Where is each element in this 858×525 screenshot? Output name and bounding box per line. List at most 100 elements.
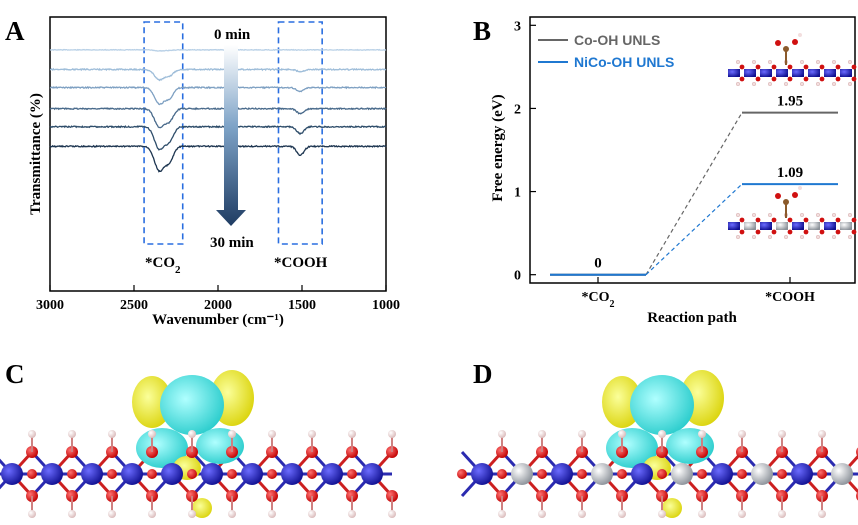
oxygen-atom: [267, 469, 277, 479]
y-tick-label-b: 2: [514, 102, 521, 117]
hydrogen-atom: [832, 60, 837, 65]
oxygen-atom: [851, 64, 857, 70]
plot-frame-b: [529, 16, 856, 284]
y-axis-ticks-b: 0 1 2 3: [514, 19, 536, 284]
charge-accumulation: [192, 498, 212, 518]
hydrogen-atom: [498, 430, 506, 438]
hydrogen-atom: [68, 430, 76, 438]
y-tick-label-b: 1: [514, 186, 521, 201]
hydrogen-atom: [832, 212, 837, 217]
hydrogen-atom: [228, 430, 236, 438]
panel-label-d: D: [473, 359, 493, 389]
charge-depletion: [606, 428, 658, 468]
oxygen-atom: [792, 192, 798, 198]
nico-oh-slab-model: [728, 186, 857, 239]
hydrogen-atom: [618, 430, 626, 438]
oxygen-atom: [777, 469, 787, 479]
hydrogen-atom: [538, 430, 546, 438]
oxygen-atom: [775, 40, 781, 46]
hydrogen-atom: [848, 81, 853, 86]
metal-atom: [808, 222, 820, 230]
oxygen-atom: [739, 64, 745, 70]
oxygen-atom: [307, 469, 317, 479]
charge-accumulation: [662, 498, 682, 518]
oxygen-atom: [67, 469, 77, 479]
oxygen-atom: [697, 469, 707, 479]
oxygen-atom: [787, 64, 793, 70]
hydrogen-atom: [228, 510, 236, 518]
hydrogen-atom: [752, 234, 757, 239]
spectrum-line: [49, 125, 387, 151]
hydrogen-atom: [698, 430, 706, 438]
oxygen-atom: [739, 76, 745, 82]
cobalt-atom: [631, 463, 653, 485]
time-arrow: [216, 45, 246, 226]
carbon-atom: [783, 46, 789, 52]
hydrogen-atom: [848, 234, 853, 239]
cobalt-atom: [241, 463, 263, 485]
metal-atom: [824, 69, 836, 77]
metal-atom: [808, 69, 820, 77]
x-axis-ticks-a: 3000 2500 2000 1500 1000: [36, 285, 400, 313]
y-tick-label-b: 0: [514, 269, 521, 284]
oxygen-atom: [819, 229, 825, 235]
oxygen-atom: [739, 229, 745, 235]
nickel-atom: [831, 463, 853, 485]
x-axis-title-a: Wavenumber (cm⁻¹): [152, 312, 284, 328]
hydrogen-atom: [578, 510, 586, 518]
oxygen-atom: [187, 469, 197, 479]
energy-value-label: 1.95: [777, 94, 803, 110]
oxygen-atom: [819, 64, 825, 70]
oxygen-atom: [457, 469, 467, 479]
hydrogen-atom: [784, 234, 789, 239]
panel-label-c: C: [5, 359, 25, 389]
oxygen-atom: [835, 76, 841, 82]
hydrogen-atom: [68, 510, 76, 518]
oxygen-atom: [771, 64, 777, 70]
charge-density-d: [457, 370, 858, 518]
connector-line: [645, 183, 743, 276]
spectrum-line: [49, 85, 387, 106]
metal-atom: [744, 222, 756, 230]
oxygen-atom: [27, 469, 37, 479]
metal-atom: [760, 69, 772, 77]
oxygen-atom: [803, 64, 809, 70]
charge-depletion: [630, 375, 694, 435]
x-tick-label-a: 2000: [204, 298, 232, 313]
hydrogen-atom: [658, 430, 666, 438]
hydrogen-atom: [736, 234, 741, 239]
oxygen-atom: [347, 469, 357, 479]
oxygen-atom: [771, 76, 777, 82]
charge-depletion: [136, 428, 188, 468]
x-tick-label-sub: 2: [610, 299, 615, 310]
y-axis-title-b: Free energy (eV): [490, 94, 506, 201]
oxygen-atom: [835, 64, 841, 70]
metal-atom: [760, 222, 772, 230]
co2-text: *CO: [145, 255, 175, 271]
hydrogen-atom: [752, 60, 757, 65]
hydrogen-atom: [800, 60, 805, 65]
connector-line: [645, 112, 743, 275]
x-tick-label-main: *CO: [582, 290, 610, 305]
energy-series: 0 1.95 1.09: [550, 94, 838, 276]
hydrogen-atom: [778, 510, 786, 518]
hydrogen-atom: [752, 212, 757, 217]
metal-atom: [744, 69, 756, 77]
metal-atom: [728, 222, 740, 230]
hydrogen-atom: [28, 430, 36, 438]
oxygen-atom: [107, 469, 117, 479]
hydrogen-atom: [108, 430, 116, 438]
hydrogen-atom: [578, 430, 586, 438]
hydrogen-atom: [816, 81, 821, 86]
nickel-atom: [591, 463, 613, 485]
cobalt-atom: [711, 463, 733, 485]
hydrogen-atom: [618, 510, 626, 518]
spectra-series: [49, 48, 387, 173]
charge-depletion: [666, 428, 714, 464]
metal-atom: [840, 222, 852, 230]
co2-subscript: 2: [175, 264, 181, 276]
hydrogen-atom: [818, 510, 826, 518]
hydrogen-atom: [736, 60, 741, 65]
